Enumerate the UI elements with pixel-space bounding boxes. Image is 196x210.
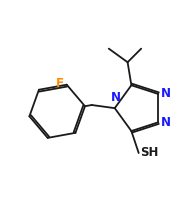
Text: N: N xyxy=(161,116,171,129)
Text: SH: SH xyxy=(140,147,159,160)
Text: N: N xyxy=(161,88,171,101)
Text: N: N xyxy=(111,91,121,104)
Text: F: F xyxy=(56,77,64,90)
